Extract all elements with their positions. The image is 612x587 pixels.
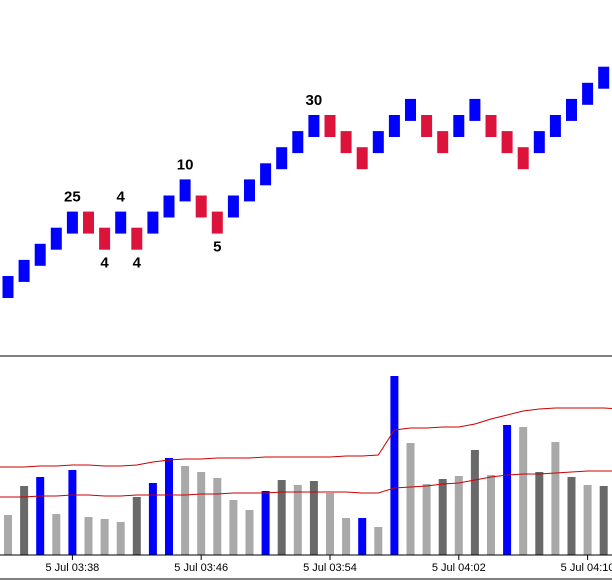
volume-pane [0,376,612,555]
volume-bar [390,376,398,555]
renko-brick-up [598,67,609,89]
renko-brick-up [453,115,464,137]
price-pane: 25 4 4 4 10 5 30 [3,51,612,298]
volume-bar [68,470,76,555]
wave-label: 4 [133,255,142,272]
volume-bar [487,475,495,555]
volume-bar [262,491,270,555]
wave-label: 4 [117,189,126,206]
volume-bar [407,443,415,555]
x-tick-label: 5 Jul 04:02 [432,562,486,574]
wave-label: 30 [306,92,323,109]
volume-bar [535,472,543,555]
renko-brick-up [3,276,14,298]
renko-brick-up [115,212,126,234]
renko-brick-down [502,131,513,153]
renko-brick-up [373,131,384,153]
renko-brick-down [131,228,142,250]
x-tick-label: 5 Jul 03:38 [45,562,99,574]
volume-bar [342,518,350,555]
volume-bar [294,485,302,555]
renko-brick-up [147,212,158,234]
renko-brick-up [292,131,303,153]
renko-brick-up [228,196,239,218]
volume-bar [149,483,157,555]
renko-brick-up [582,83,593,105]
renko-brick-down [357,147,368,169]
renko-brick-up [260,163,271,185]
renko-brick-up [51,228,62,250]
wave-label: 25 [64,189,81,206]
wave-label: 10 [177,156,194,173]
volume-bar [326,493,334,555]
renko-brick-up [405,99,416,121]
renko-brick-up [244,179,255,201]
renko-brick-up [469,99,480,121]
volume-bar [439,479,447,555]
volume-bar [358,518,366,555]
renko-brick-up [308,115,319,137]
volume-bar [4,515,12,555]
renko-brick-down [99,228,110,250]
volume-bar [551,442,559,555]
renko-brick-down [341,131,352,153]
renko-brick-up [67,212,78,234]
volume-bar [471,450,479,555]
volume-bar [117,522,125,555]
x-tick-label: 5 Jul 03:46 [174,562,228,574]
volume-bar [519,427,527,555]
wave-label: 5 [213,239,221,256]
volume-bar [246,510,254,555]
volume-bar [374,527,382,555]
volume-bar [133,497,141,555]
renko-brick-up [534,131,545,153]
volume-bar [229,500,237,555]
renko-brick-up [276,147,287,169]
renko-brick-up [19,260,30,282]
volume-bar [165,458,173,555]
volume-bar [278,480,286,555]
volume-bar [85,517,93,555]
renko-brick-down [196,196,207,218]
volume-bar [52,514,60,555]
volume-bar [423,484,431,555]
renko-brick-down [83,212,94,234]
renko-brick-up [550,115,561,137]
x-tick-label: 5 Jul 03:54 [303,562,357,574]
renko-brick-up [35,244,46,266]
renko-brick-down [212,212,223,234]
renko-brick-down [437,131,448,153]
wave-label: 4 [100,255,109,272]
renko-brick-down [486,115,497,137]
volume-bar [600,486,608,555]
volume-bar [568,477,576,555]
renko-brick-down [421,115,432,137]
renko-brick-down [325,115,336,137]
volume-bar [503,425,511,555]
x-tick-label: 5 Jul 04:10 [561,562,612,574]
volume-bar [181,466,189,555]
x-axis: 5 Jul 03:38 5 Jul 03:46 5 Jul 03:54 5 Jul 0… [0,555,612,579]
renko-brick-up [164,196,175,218]
renko-brick-up [389,115,400,137]
renko-brick-up [180,179,191,201]
volume-bar [197,472,205,555]
volume-bar [101,519,109,555]
volume-bar [455,476,463,555]
volume-bar [584,485,592,555]
volume-bar [213,478,221,555]
renko-brick-down [518,147,529,169]
renko-brick-up [566,99,577,121]
volume-bar [36,477,44,555]
